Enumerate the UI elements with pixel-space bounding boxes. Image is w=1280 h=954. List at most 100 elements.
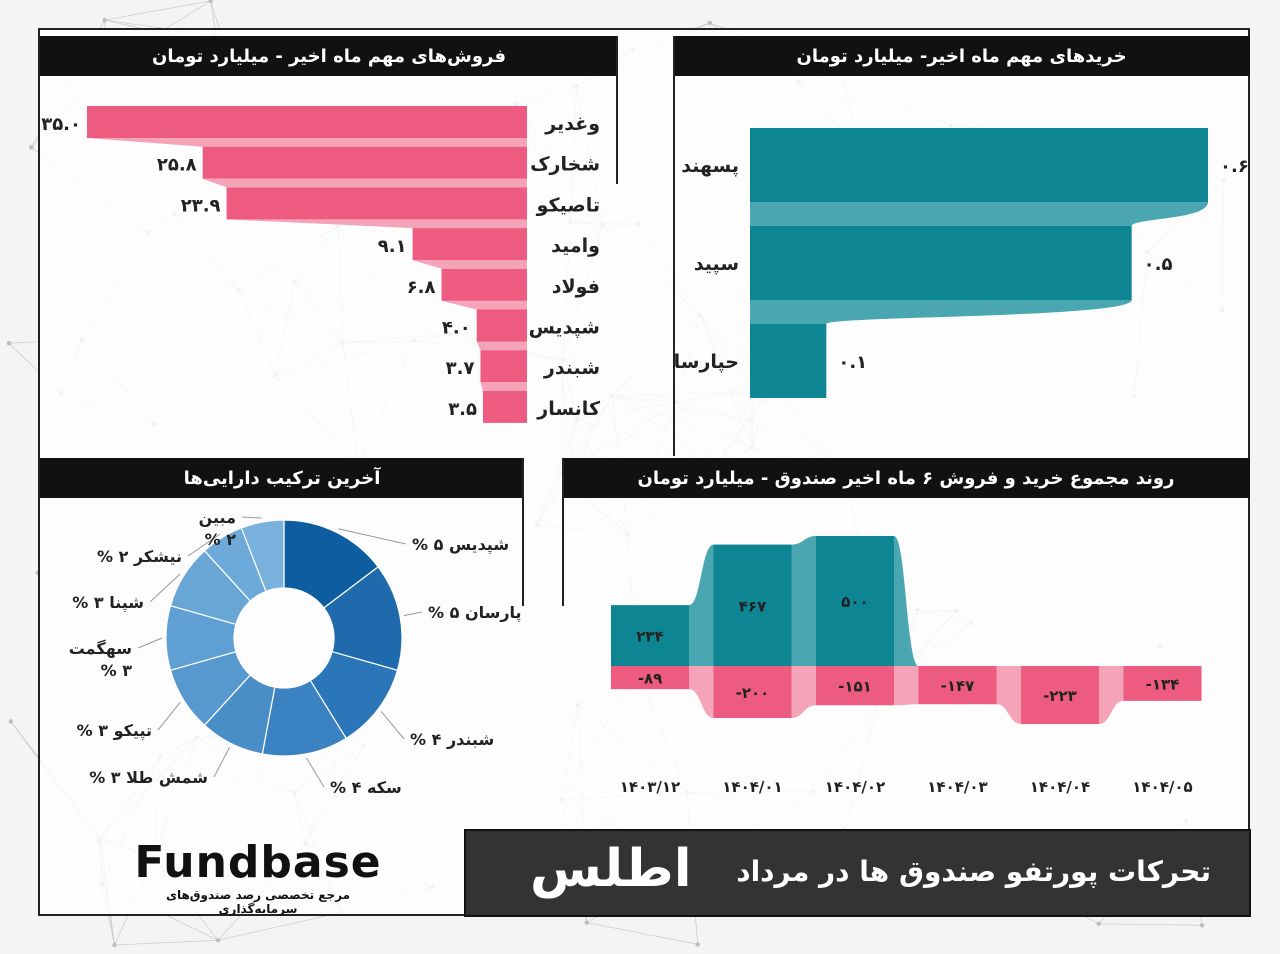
net-node xyxy=(208,0,213,4)
donut-leader-line xyxy=(338,528,407,545)
sales-panel-divider xyxy=(616,36,618,184)
donut-label: % ۳ xyxy=(101,661,133,680)
sell-value-label: ۶.۸ xyxy=(407,277,436,298)
net-node xyxy=(1096,921,1101,927)
buy-value-label: ۰.۵ xyxy=(1144,254,1173,275)
donut-leader-line xyxy=(403,611,423,617)
donut-label: % ۳ تپیکو xyxy=(77,721,152,741)
trend-panel-divider xyxy=(562,458,564,606)
trend-month-label: ۱۴۰۴/۰۲ xyxy=(825,778,885,796)
buy-category-label: پسهند xyxy=(681,155,739,177)
sell-bar xyxy=(483,390,527,423)
net-node xyxy=(695,942,700,947)
buy-category-label: سپید xyxy=(694,253,739,275)
sell-category-label: تاصیکو xyxy=(536,194,600,216)
donut-leader-line xyxy=(241,516,262,519)
sell-value-label: ۳.۵ xyxy=(448,399,477,420)
donut-label: % ۵ پارسان xyxy=(428,603,522,623)
sell-trend-value: -۸۹ xyxy=(638,670,663,688)
donut-label: سهگمت xyxy=(69,639,132,658)
buy-value-label: ۰.۱ xyxy=(838,352,867,373)
logo-wordmark: Fundbase xyxy=(134,837,382,888)
trend-panel-header: روند مجموع خرید و فروش ۶ ماه اخیر صندوق … xyxy=(562,458,1250,498)
net-node xyxy=(8,719,14,724)
sell-trend-band xyxy=(894,666,919,706)
net-node xyxy=(707,20,713,26)
sell-bar xyxy=(226,187,528,220)
net-node xyxy=(215,938,221,943)
sell-trend-bar xyxy=(611,666,689,690)
buys-bar-chart: ۰.۶ پسهند ۰.۵ سپید ۰.۱ حپارسا xyxy=(674,128,1249,398)
trend-month-label: ۱۴۰۴/۰۴ xyxy=(1030,778,1090,796)
trend-month-label: ۱۴۰۳/۱۲ xyxy=(620,778,680,796)
donut-leader-line xyxy=(380,711,405,740)
assets-panel-divider xyxy=(522,458,524,606)
sell-bar xyxy=(441,268,527,301)
buy-trend-value: ۴۶۷ xyxy=(739,597,766,615)
donut-label: % ۴ شبندر xyxy=(410,730,494,749)
donut-leader-line xyxy=(187,533,221,557)
buy-trend-band xyxy=(791,536,816,666)
donut-label: % ۴ سکه xyxy=(330,778,402,797)
sell-trend-band xyxy=(791,666,816,718)
buys-panel-title: خریدهای مهم ماه اخیر- میلیارد تومان xyxy=(796,45,1127,67)
net-node xyxy=(102,17,107,23)
sell-value-label: ۳.۷ xyxy=(446,358,475,379)
sell-trend-bar xyxy=(713,666,792,718)
net-line xyxy=(586,922,698,945)
sell-trend-band xyxy=(996,666,1021,724)
buy-trend-value: ۲۳۴ xyxy=(636,628,663,646)
bottom-banner: تحرکات پورتفو صندوق ها در مرداد اطلس xyxy=(464,829,1251,917)
sell-trend-value: -۱۵۱ xyxy=(838,678,872,696)
sell-value-label: ۴.۰ xyxy=(442,318,471,339)
donut-label: % ۲ xyxy=(205,530,237,549)
net-line xyxy=(104,0,211,21)
donut-label: مبین xyxy=(199,508,236,527)
assets-donut-chart: % ۵ شپدیس % ۵ پارسان % ۴ شبندر % ۴ سکه % ۳ ش… xyxy=(69,508,522,797)
trend-bar-chart: ۲۳۴ -۸۹ ۱۴۰۳/۱۲ ۴۶۷ -۲۰۰ ۱۴۰۴/۰۱ ۵۰۰ -۱۵۱ ۱۴۰۴/۰… xyxy=(611,536,1202,796)
net-node xyxy=(29,145,34,150)
sell-trend-band xyxy=(1099,666,1124,724)
sell-value-label: ۲۳.۹ xyxy=(181,195,221,216)
sell-value-label: ۲۵.۸ xyxy=(157,155,197,176)
buy-trend-bar xyxy=(611,605,689,666)
donut-leader-line xyxy=(213,746,231,778)
buy-connector-band xyxy=(750,202,1208,226)
sell-trend-band xyxy=(689,666,714,718)
net-line xyxy=(1098,923,1203,926)
buy-bar xyxy=(750,128,1208,202)
donut-label: % ۳ شپنا xyxy=(72,593,144,613)
buy-bar xyxy=(750,226,1132,300)
buy-value-label: ۰.۶ xyxy=(1220,156,1249,177)
sell-trend-bar xyxy=(918,666,997,705)
sell-bar xyxy=(476,309,527,342)
fund-name: اطلس xyxy=(530,839,692,899)
sell-value-label: ۹.۱ xyxy=(378,236,407,257)
donut-label: % ۲ نیشکر xyxy=(97,547,182,566)
sell-trend-value: -۱۳۴ xyxy=(1146,675,1180,693)
buy-connector-band xyxy=(750,300,1132,324)
net-line xyxy=(114,939,219,946)
sell-connector-band xyxy=(87,138,527,147)
assets-panel-header: آخرین ترکیب دارایی‌ها xyxy=(40,458,524,498)
trend-month-label: ۱۴۰۴/۰۳ xyxy=(927,778,987,796)
donut-slice xyxy=(323,566,403,672)
donut-label: % ۳ شمش طلا xyxy=(89,768,208,787)
sell-connector-band xyxy=(476,341,527,351)
donut-leader-line xyxy=(149,573,181,603)
sell-category-label: شخارک xyxy=(530,154,600,176)
sell-connector-band xyxy=(226,219,528,229)
sell-trend-bar xyxy=(816,666,894,706)
net-node xyxy=(6,341,12,346)
logo-tagline: مرجع تخصصی رصد صندوق‌های سرمایه‌گذاری xyxy=(165,888,351,916)
sell-trend-bar xyxy=(1123,666,1202,701)
sell-trend-value: -۱۴۷ xyxy=(941,677,975,695)
buy-trend-bar xyxy=(816,536,894,666)
donut-label: % ۵ شپدیس xyxy=(412,535,509,555)
sell-bar xyxy=(87,106,527,138)
sales-bar-chart: ۳۵.۰ وغدیر ۲۵.۸ شخارک ۲۳.۹ تاصیکو ۹.۱ وامید ۶.۸ ف… xyxy=(41,106,601,423)
net-node xyxy=(1199,923,1205,928)
sell-trend-bar xyxy=(1021,666,1099,724)
trend-panel-title: روند مجموع خرید و فروش ۶ ماه اخیر صندوق … xyxy=(637,467,1175,489)
net-node xyxy=(584,920,589,925)
